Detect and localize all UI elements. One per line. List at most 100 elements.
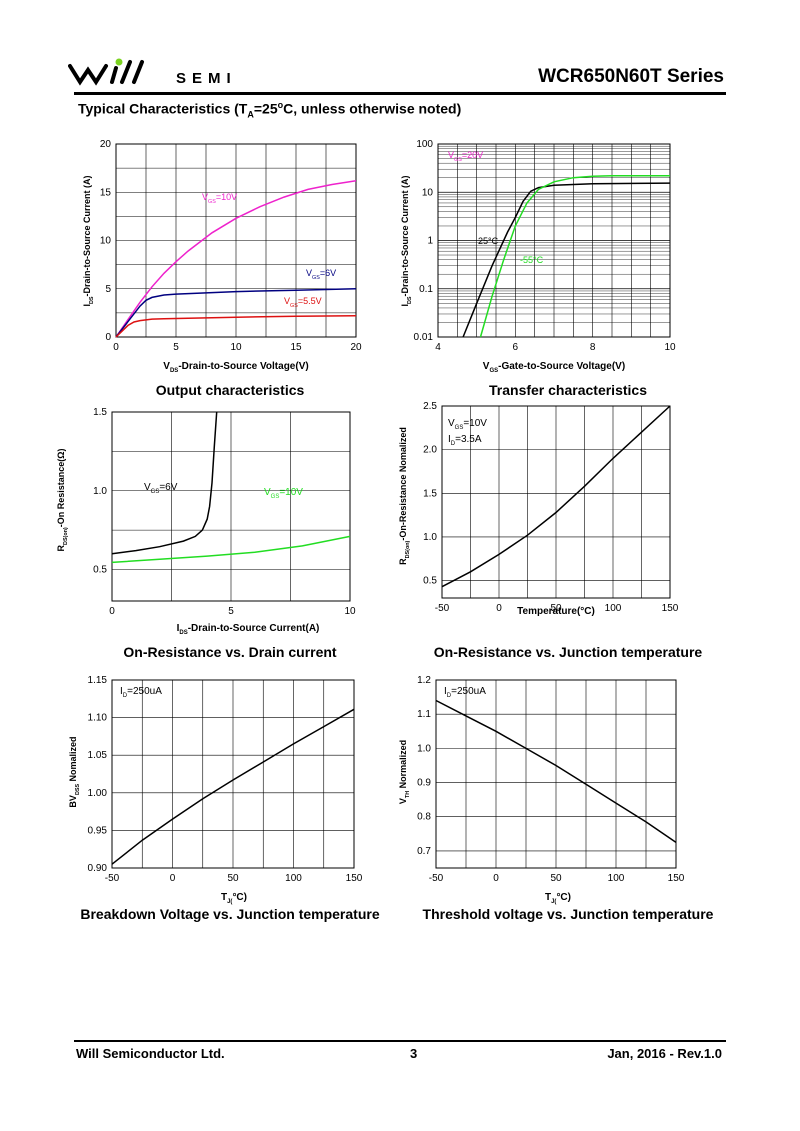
footer-company: Will Semiconductor Ltd. xyxy=(76,1046,225,1061)
x-tick-label: 150 xyxy=(668,873,685,884)
x-tick-label: 0 xyxy=(109,606,115,617)
y-axis-label: IDS-Drain-to-Source Current (A) xyxy=(82,175,95,306)
caption-output: Output characteristics xyxy=(155,382,305,398)
y-tick-label: 20 xyxy=(100,139,112,150)
y-tick-label: 0.5 xyxy=(423,576,437,587)
x-tick-label: 100 xyxy=(285,873,302,884)
series-line xyxy=(115,288,357,338)
y-axis-label: IDS-Drain-to-Source Current (A) xyxy=(400,175,413,306)
y-tick-label: 1.0 xyxy=(417,743,431,754)
transfer-characteristics-chart: 4 6 8 10 0.01 0.1 1 10 100 VGS-Gate-to-Source Vol… xyxy=(400,139,676,374)
x-axis-label: VDS-Drain-to-Source Voltage(V) xyxy=(163,361,308,374)
y-tick-label: 10 xyxy=(100,236,112,247)
x-tick-label: -50 xyxy=(105,873,120,884)
x-tick-label: 10 xyxy=(230,342,242,353)
y-axis-label: VTH Normalized xyxy=(398,740,411,804)
annotation-label: VGS=10V xyxy=(448,418,487,431)
x-tick-label: 0 xyxy=(496,603,502,614)
y-axis-label: RDS(on)-On-Resistance Nomalized xyxy=(398,427,411,565)
annotation-label: VGS=20V xyxy=(448,150,483,163)
x-tick-label: 50 xyxy=(227,873,239,884)
y-tick-label: 1.2 xyxy=(417,675,431,686)
x-tick-label: 10 xyxy=(664,342,676,353)
series-label: VGS=10V xyxy=(202,192,237,205)
series-line xyxy=(111,411,218,555)
y-tick-label: 0.90 xyxy=(88,863,108,874)
series-label: VGS=6V xyxy=(306,268,336,281)
caption-bvdss: Breakdown Voltage vs. Junction temperatu… xyxy=(80,906,380,922)
y-tick-label: 5 xyxy=(105,284,111,295)
x-tick-label: 6 xyxy=(513,342,519,353)
annotation-label: ID=250uA xyxy=(444,686,486,699)
x-tick-label: 150 xyxy=(662,603,679,614)
x-axis-label: VGS-Gate-to-Source Voltage(V) xyxy=(483,361,625,374)
y-tick-label: 15 xyxy=(100,187,112,198)
series-line xyxy=(111,708,355,865)
plot-frame xyxy=(111,411,351,602)
caption-transfer: Transfer characteristics xyxy=(489,382,647,398)
series-line xyxy=(462,182,671,338)
x-axis-label: TJ(°C) xyxy=(221,892,247,905)
x-tick-label: 4 xyxy=(435,342,441,353)
y-tick-label: 1.1 xyxy=(417,709,431,720)
y-tick-label: 0.5 xyxy=(93,565,107,576)
series-line xyxy=(111,535,351,564)
plot-frame xyxy=(435,679,677,869)
breakdown-voltage-chart: -50 0 50 100 150 0.90 0.95 1.00 1.05 1.10 1.15 TJ(°… xyxy=(68,675,363,905)
footer-date-revision: Jan, 2016 - Rev.1.0 xyxy=(607,1046,722,1061)
x-axis-label: TJ(°C) xyxy=(545,892,571,905)
series-line xyxy=(115,179,357,338)
plot-frame xyxy=(437,143,671,338)
y-tick-label: 1 xyxy=(427,236,433,247)
y-tick-label: 0.95 xyxy=(88,825,108,836)
y-tick-label: 1.00 xyxy=(88,788,108,799)
plot-frame xyxy=(115,143,357,338)
series-label: VGS=10V xyxy=(264,487,303,500)
series-line xyxy=(441,405,671,588)
x-axis-label: IDS-Drain-to-Source Current(A) xyxy=(177,623,320,636)
y-tick-label: 0.7 xyxy=(417,846,431,857)
x-axis-label: Temperature(°C) xyxy=(517,606,595,617)
x-tick-label: 0 xyxy=(170,873,176,884)
x-tick-label: 0 xyxy=(113,342,119,353)
output-characteristics-chart: 0 5 10 15 20 0 5 10 15 20 VDS-Drain-to-Source Volt… xyxy=(82,139,362,374)
y-tick-label: 0 xyxy=(105,332,111,343)
y-tick-label: 1.05 xyxy=(88,750,108,761)
series-title: WCR650N60T Series xyxy=(538,66,724,87)
plot-frame xyxy=(441,405,671,599)
annotation-label: ID=3.5A xyxy=(448,434,482,447)
x-tick-label: -50 xyxy=(435,603,450,614)
y-tick-label: 1.15 xyxy=(88,675,108,686)
annotation-label: ID=250uA xyxy=(120,686,162,699)
series-label: 25°C xyxy=(478,236,499,246)
x-tick-label: 100 xyxy=(605,603,622,614)
x-tick-label: 150 xyxy=(346,873,363,884)
y-tick-label: 1.0 xyxy=(93,486,107,497)
header-rule xyxy=(74,92,726,95)
caption-vth: Threshold voltage vs. Junction temperatu… xyxy=(422,906,714,922)
y-tick-label: 1.5 xyxy=(93,407,107,418)
series-line xyxy=(479,174,670,338)
footer-rule xyxy=(74,1040,726,1042)
y-tick-label: 2.5 xyxy=(423,401,437,412)
brand-text: SEMI xyxy=(176,70,237,87)
on-resistance-vs-drain-current-chart: 0 5 10 0.5 1.0 1.5 IDS-Drain-to-Source Current… xyxy=(56,407,356,636)
section-title: Typical Characteristics (TA=25oC, unless… xyxy=(78,100,462,120)
footer-page-number: 3 xyxy=(410,1046,418,1061)
y-tick-label: 2.0 xyxy=(423,445,437,456)
x-tick-label: 5 xyxy=(228,606,234,617)
x-tick-label: 8 xyxy=(590,342,596,353)
x-tick-label: 0 xyxy=(493,873,499,884)
caption-ron-id: On-Resistance vs. Drain current xyxy=(123,644,337,660)
plot-frame xyxy=(111,679,355,869)
y-tick-label: 1.10 xyxy=(88,713,108,724)
y-axis-label: RDS(on)-On Resistance(Ω) xyxy=(56,449,69,552)
x-tick-label: 100 xyxy=(608,873,625,884)
series-label: -55°C xyxy=(520,255,544,265)
caption-ron-tj: On-Resistance vs. Junction temperature xyxy=(433,644,703,660)
series-line xyxy=(115,315,357,338)
y-tick-label: 1.5 xyxy=(423,488,437,499)
series-line xyxy=(435,699,677,844)
y-tick-label: 100 xyxy=(416,139,433,150)
x-tick-label: 15 xyxy=(290,342,302,353)
